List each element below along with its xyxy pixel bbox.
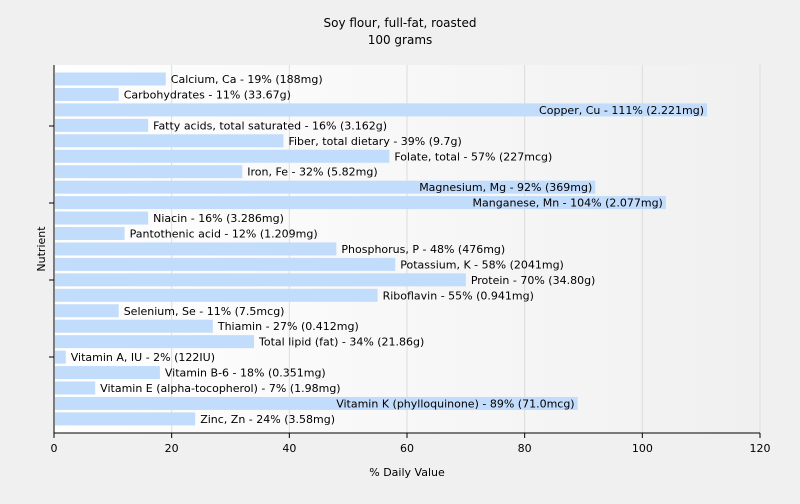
- data-label: Folate, total - 57% (227mcg): [394, 150, 552, 163]
- x-tick-label: 100: [632, 442, 653, 455]
- x-axis-label: % Daily Value: [369, 466, 445, 479]
- bar: [55, 350, 66, 364]
- data-label: Fiber, total dietary - 39% (9.7g): [288, 135, 461, 148]
- bar: [55, 412, 196, 426]
- bar: [55, 149, 390, 163]
- data-label: Manganese, Mn - 104% (2.077mg): [473, 197, 663, 210]
- data-label: Pantothenic acid - 12% (1.209mg): [130, 228, 318, 241]
- bar: [55, 196, 666, 210]
- bar: [55, 211, 149, 225]
- bar: [55, 288, 378, 302]
- data-label: Iron, Fe - 32% (5.82mg): [247, 166, 377, 179]
- data-label: Calcium, Ca - 19% (188mg): [171, 73, 323, 86]
- data-label: Thiamin - 27% (0.412mg): [217, 320, 359, 333]
- data-label: Protein - 70% (34.80g): [471, 274, 596, 287]
- data-label: Total lipid (fat) - 34% (21.86g): [258, 336, 424, 349]
- bar: [55, 366, 160, 380]
- bar: [55, 103, 708, 117]
- data-label: Niacin - 16% (3.286mg): [153, 212, 284, 225]
- data-label: Vitamin B-6 - 18% (0.351mg): [165, 367, 326, 380]
- bar: [55, 118, 149, 132]
- data-label: Vitamin K (phylloquinone) - 89% (71.0mcg…: [336, 397, 574, 410]
- chart-subtitle: 100 grams: [368, 33, 433, 47]
- data-label: Potassium, K - 58% (2041mg): [400, 258, 564, 271]
- bar: [55, 180, 596, 194]
- x-tick-label: 80: [518, 442, 532, 455]
- bar: [55, 242, 337, 256]
- bar: [55, 319, 213, 333]
- data-label: Selenium, Se - 11% (7.5mcg): [124, 305, 285, 318]
- bar: [55, 72, 166, 86]
- bar: [55, 87, 119, 101]
- bar: [55, 257, 396, 271]
- data-label: Fatty acids, total saturated - 16% (3.16…: [153, 119, 387, 132]
- x-tick-label: 40: [282, 442, 296, 455]
- data-label: Magnesium, Mg - 92% (369mg): [419, 181, 592, 194]
- data-label: Vitamin A, IU - 2% (122IU): [71, 351, 215, 364]
- bar: [55, 381, 96, 395]
- bar: [55, 396, 578, 410]
- data-label: Vitamin E (alpha-tocopherol) - 7% (1.98m…: [100, 382, 340, 395]
- y-axis-label: Nutrient: [35, 226, 48, 272]
- x-tick-label: 120: [750, 442, 771, 455]
- data-label: Riboflavin - 55% (0.941mg): [383, 289, 534, 302]
- bar: [55, 273, 466, 287]
- bar: [55, 227, 125, 240]
- x-tick-label: 0: [51, 442, 58, 455]
- chart-title: Soy flour, full-fat, roasted: [323, 16, 476, 30]
- bar: [55, 335, 255, 349]
- x-tick-label: 20: [165, 442, 179, 455]
- data-label: Zinc, Zn - 24% (3.58mg): [200, 413, 335, 426]
- data-label: Carbohydrates - 11% (33.67g): [124, 88, 291, 101]
- bar: [55, 134, 284, 148]
- data-label: Phosphorus, P - 48% (476mg): [341, 243, 505, 256]
- x-tick-label: 60: [400, 442, 414, 455]
- data-label: Copper, Cu - 111% (2.221mg): [539, 104, 704, 117]
- bar: [55, 304, 119, 318]
- bar: [55, 165, 243, 179]
